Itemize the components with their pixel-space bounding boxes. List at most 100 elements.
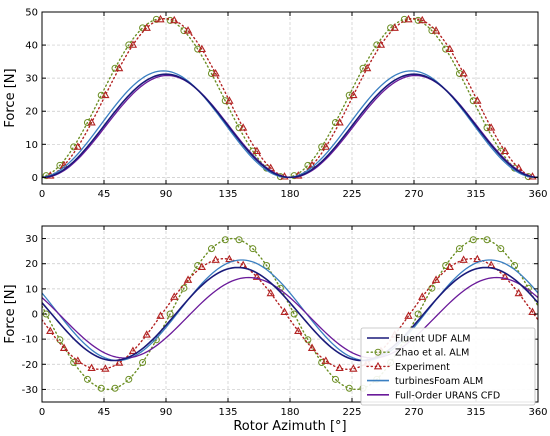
marker-zhao	[483, 124, 491, 132]
legend-marker-experiment	[373, 361, 383, 370]
legend-marker-zhao	[374, 348, 382, 356]
marker-zhao	[455, 69, 463, 77]
marker-zhao	[249, 245, 257, 253]
x-tick-label: 0	[39, 189, 45, 200]
marker-experiment	[156, 14, 165, 23]
plot-area	[42, 14, 538, 181]
marker-experiment	[500, 272, 510, 280]
marker-experiment	[59, 343, 69, 351]
legend-label-fluent: Fluent UDF ALM	[395, 334, 470, 345]
y-tick-label: 20	[25, 259, 38, 270]
marker-experiment	[445, 262, 454, 271]
marker-zhao	[166, 310, 174, 318]
marker-experiment	[349, 364, 358, 372]
marker-experiment	[101, 90, 110, 99]
grid-lines	[41, 11, 539, 184]
marker-zhao	[235, 124, 243, 132]
y-tick-label: 0	[32, 310, 38, 321]
marker-experiment	[211, 255, 220, 263]
x-tick-label: 360	[528, 189, 547, 200]
marker-zhao	[207, 245, 215, 253]
marker-zhao	[56, 161, 64, 169]
x-tick-label: 225	[342, 189, 361, 200]
series-line-fluent	[42, 266, 538, 362]
marker-experiment	[266, 288, 275, 297]
marker-experiment	[404, 311, 413, 319]
marker-zhao	[290, 310, 298, 318]
y-tick-label: 50	[25, 8, 38, 19]
marker-zhao	[70, 143, 78, 151]
marker-experiment	[114, 63, 124, 72]
marker-experiment	[514, 288, 523, 297]
marker-experiment	[500, 146, 510, 155]
marker-zhao	[359, 64, 367, 72]
series-dotted-zhao	[42, 237, 538, 391]
x-tick-label: 180	[280, 189, 299, 200]
marker-zhao	[111, 384, 119, 392]
marker-zhao	[207, 69, 215, 77]
series-line-fluent	[42, 73, 538, 179]
marker-experiment	[225, 254, 234, 263]
legend-label-experiment: Experiment	[395, 362, 450, 373]
marker-zhao	[97, 91, 105, 99]
y-tick-label: 20	[25, 107, 38, 118]
legend-box	[360, 327, 536, 406]
marker-experiment	[431, 275, 441, 283]
marker-zhao	[180, 27, 188, 35]
marker-zhao	[83, 375, 91, 383]
marker-zhao	[345, 91, 353, 99]
marker-experiment	[87, 363, 96, 372]
marker-zhao	[235, 236, 243, 244]
x-tick-label: 360	[528, 407, 547, 418]
marker-experiment	[321, 356, 330, 364]
marker-experiment	[486, 123, 496, 131]
marker-experiment	[404, 14, 413, 23]
marker-zhao	[497, 245, 505, 253]
marker-experiment	[170, 292, 179, 300]
marker-zhao	[304, 161, 312, 169]
legend-label-zhao: Zhao et al. ALM	[395, 348, 469, 359]
x-tick-label: 90	[160, 407, 173, 418]
marker-experiment	[197, 44, 206, 53]
marker-zhao	[221, 97, 229, 105]
marker-zhao	[318, 143, 326, 151]
y-tick-label: 30	[25, 74, 38, 85]
marker-experiment	[142, 330, 151, 338]
marker-experiment	[335, 363, 344, 372]
marker-experiment	[335, 118, 344, 126]
marker-experiment	[225, 96, 234, 104]
x-tick-label: 180	[280, 407, 299, 418]
x-tick-label: 90	[160, 189, 173, 200]
marker-experiment	[170, 15, 179, 24]
marker-zhao	[166, 16, 174, 24]
marker-zhao	[511, 262, 519, 270]
marker-zhao	[125, 41, 133, 49]
marker-experiment	[280, 307, 289, 315]
y-axis-title: Force [N]	[3, 68, 18, 127]
marker-experiment	[238, 123, 248, 131]
marker-zhao	[483, 236, 491, 244]
marker-experiment	[211, 68, 220, 77]
marker-zhao	[331, 119, 339, 127]
marker-zhao	[469, 97, 477, 105]
marker-zhao	[414, 16, 422, 24]
marker-experiment	[197, 262, 206, 271]
marker-zhao	[70, 358, 78, 366]
y-tick-label: 30	[25, 234, 38, 245]
marker-zhao	[83, 119, 91, 127]
marker-experiment	[238, 260, 248, 269]
marker-zhao	[442, 45, 450, 53]
y-tick-label: 0	[32, 173, 38, 184]
marker-zhao	[428, 284, 436, 292]
marker-zhao	[111, 64, 119, 72]
marker-experiment	[252, 146, 262, 155]
x-tick-label: 225	[342, 407, 361, 418]
marker-experiment	[349, 90, 358, 99]
marker-experiment	[362, 63, 372, 72]
marker-zhao	[318, 358, 326, 366]
marker-experiment	[46, 326, 55, 335]
y-axis-title: Force [N]	[3, 284, 18, 343]
marker-experiment	[183, 26, 193, 34]
legend-label-turbinesfoam: turbinesFoam ALM	[395, 376, 483, 387]
